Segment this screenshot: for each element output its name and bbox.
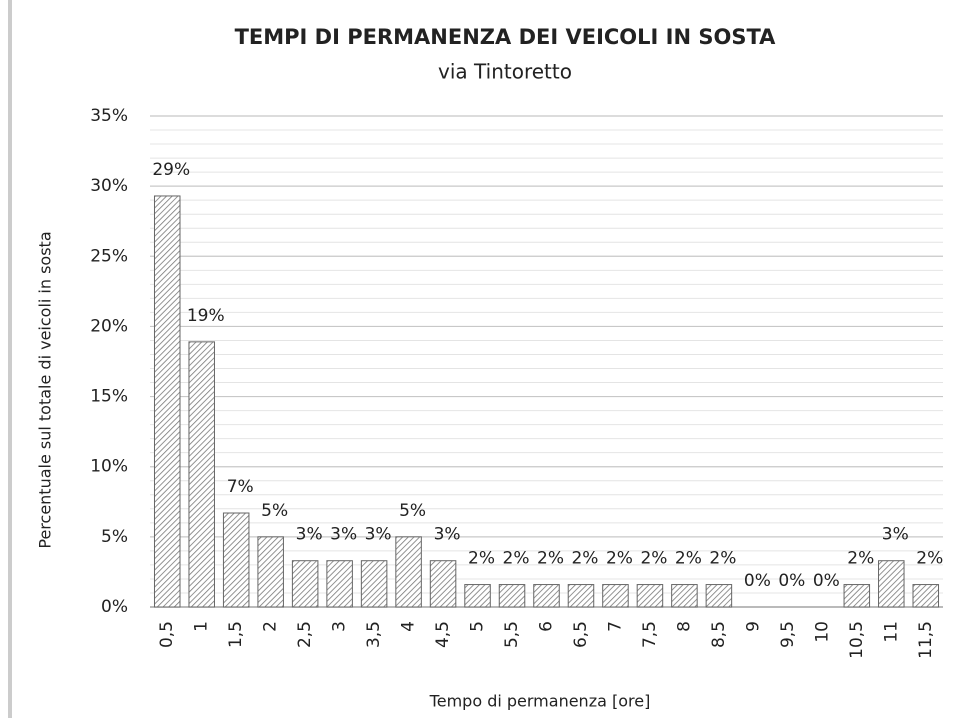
chart-title: TEMPI DI PERMANENZA DEI VEICOLI IN SOSTA xyxy=(235,25,777,49)
data-label: 0% xyxy=(744,571,771,591)
bar xyxy=(602,584,629,608)
x-tick-label: 9,5 xyxy=(778,621,798,648)
x-tick-label: 11 xyxy=(881,621,901,643)
y-tick-label: 15% xyxy=(90,387,128,407)
bar xyxy=(671,584,698,608)
bar xyxy=(188,341,215,608)
x-tick-label: 5,5 xyxy=(502,621,522,648)
data-label: 7% xyxy=(227,477,254,497)
y-tick-label: 35% xyxy=(90,106,128,126)
x-tick-label: 1,5 xyxy=(226,621,246,648)
y-tick-label: 20% xyxy=(90,316,128,336)
x-tick-label: 7 xyxy=(605,621,625,632)
data-label: 2% xyxy=(640,549,667,569)
bar xyxy=(429,560,457,608)
bar xyxy=(222,512,250,608)
data-label: 0% xyxy=(813,571,840,591)
data-label: 2% xyxy=(675,549,702,569)
x-tick-label: 2,5 xyxy=(295,621,315,648)
data-label: 2% xyxy=(606,549,633,569)
data-label: 3% xyxy=(296,525,323,545)
x-tick-label: 6 xyxy=(537,621,557,632)
bar xyxy=(257,536,284,608)
y-tick-label: 25% xyxy=(90,246,128,266)
x-tick-label: 7,5 xyxy=(640,621,660,648)
data-label: 2% xyxy=(571,549,598,569)
y-tick-label: 0% xyxy=(101,597,128,617)
bar xyxy=(291,560,319,608)
bar xyxy=(878,560,905,608)
data-label: 19% xyxy=(187,306,225,326)
data-label: 3% xyxy=(330,525,357,545)
data-label: 29% xyxy=(152,160,190,180)
x-tick-label: 9 xyxy=(743,621,763,632)
x-tick-label: 3 xyxy=(330,621,350,632)
bar xyxy=(705,584,733,608)
x-tick-label: 10,5 xyxy=(847,621,867,659)
x-tick-label: 1 xyxy=(192,621,212,632)
x-tick-label: 4,5 xyxy=(433,621,453,648)
y-axis-title: Percentuale sul totale di veicoli in sos… xyxy=(36,231,55,548)
data-label: 2% xyxy=(916,549,943,569)
x-tick-label: 4 xyxy=(399,621,419,632)
data-label: 5% xyxy=(261,501,288,521)
chart-subtitle: via Tintoretto xyxy=(438,60,572,84)
y-tick-label: 5% xyxy=(101,527,128,547)
x-tick-label: 11,5 xyxy=(916,621,936,659)
data-label: 0% xyxy=(778,571,805,591)
data-label: 2% xyxy=(503,549,530,569)
data-label: 2% xyxy=(709,549,736,569)
bar xyxy=(498,584,526,608)
x-tick-label: 8,5 xyxy=(709,621,729,648)
x-tick-label: 10 xyxy=(812,621,832,643)
x-tick-label: 2 xyxy=(261,621,281,632)
data-label: 3% xyxy=(882,525,909,545)
x-tick-label: 0,5 xyxy=(157,621,177,648)
data-label: 5% xyxy=(399,501,426,521)
bar xyxy=(326,560,353,608)
x-tick-label: 8 xyxy=(674,621,694,632)
data-label: 2% xyxy=(468,549,495,569)
bar xyxy=(567,584,595,608)
data-label: 3% xyxy=(365,525,392,545)
bar xyxy=(153,195,181,608)
x-axis-title: Tempo di permanenza [ore] xyxy=(429,692,651,711)
bar xyxy=(843,584,871,608)
bar xyxy=(464,584,491,608)
x-tick-label: 3,5 xyxy=(364,621,384,648)
data-label: 2% xyxy=(537,549,564,569)
x-tick-label: 5 xyxy=(468,621,488,632)
bar xyxy=(636,584,664,608)
data-label: 2% xyxy=(847,549,874,569)
data-label: 3% xyxy=(434,525,461,545)
bar xyxy=(360,560,388,608)
y-tick-label: 10% xyxy=(90,457,128,477)
bar xyxy=(395,536,422,608)
x-tick-label: 6,5 xyxy=(571,621,591,648)
bar xyxy=(533,584,560,608)
y-tick-label: 30% xyxy=(90,176,128,196)
bar xyxy=(912,584,940,608)
